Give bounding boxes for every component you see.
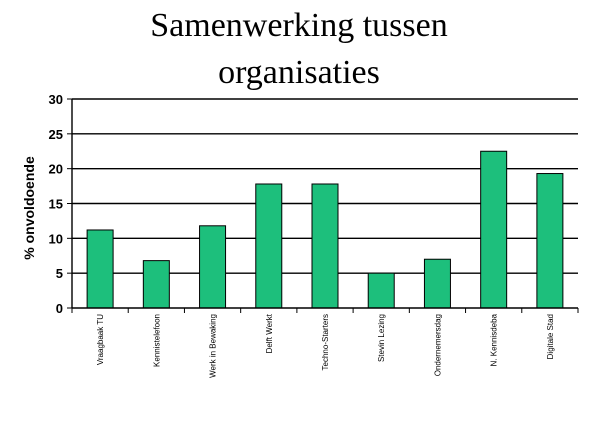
y-axis-label: % onvoldoende [21,156,37,260]
y-tick-label: 15 [49,197,63,212]
bars [86,150,564,309]
x-tick-label: N. Kennisdeba [490,313,499,366]
chart-title-line-1: Samenwerking tussen [150,7,448,44]
x-tick-label: Techno-Starters [321,314,330,370]
axes [67,98,579,313]
x-tick-label: Werk in Bewaking [209,314,218,378]
bar [367,272,395,309]
bar [311,183,339,309]
bar [255,183,283,309]
y-tick-label: 0 [56,301,63,316]
bar [199,225,227,309]
bar [423,258,451,309]
x-tick-label: Ondernemersdag [433,314,442,376]
bar [86,229,114,309]
bar [142,260,170,309]
x-tick-label: Kennistelefoon [152,314,161,367]
x-tick-label: Vraagbaak TU [96,314,105,365]
x-tick-label: Stevin Lezing [377,314,386,362]
y-tick-label: 10 [49,231,63,246]
x-tick-label: Digitale Stad [546,314,555,359]
bar [536,173,564,309]
y-tick-label: 20 [49,162,63,177]
chart-title: Samenwerking tussen organisaties [0,2,598,96]
y-tick-label: 5 [56,266,63,281]
x-tick-label: Delft Werkt [265,313,274,353]
y-tick-label: 25 [49,127,63,142]
chart-title-line-2: organisaties [218,54,380,91]
tick-labels: 0 5 10 15 20 25 30 Vraagbaak TU Kennistelefoon We… [49,92,555,378]
bar [480,150,508,309]
y-tick-label: 30 [49,92,63,107]
